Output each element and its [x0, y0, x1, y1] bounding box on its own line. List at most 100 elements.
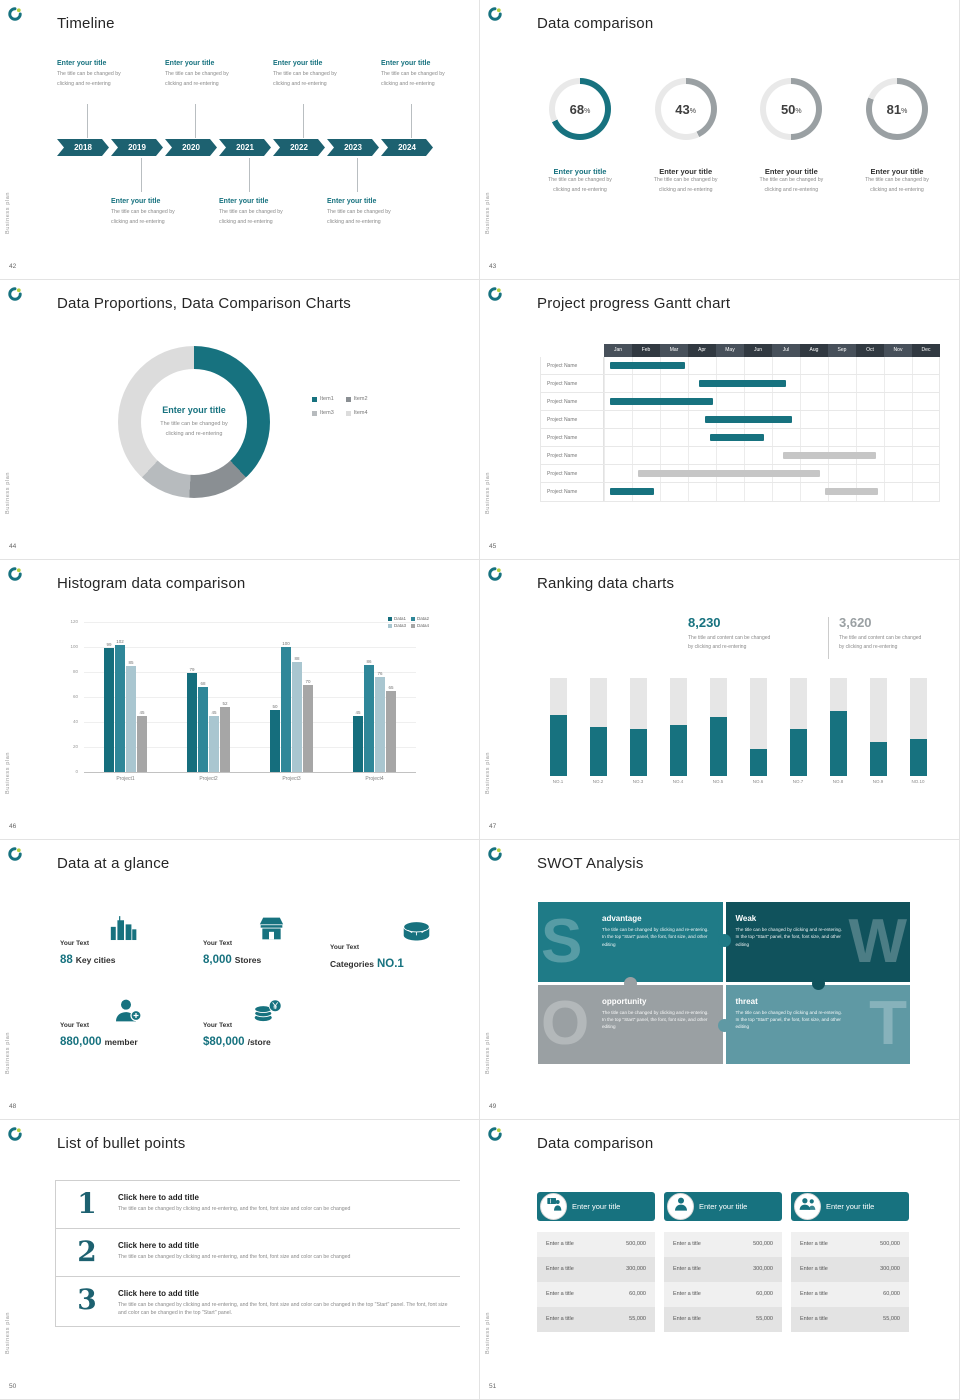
timeline-year-box: 2023: [327, 139, 379, 156]
swot-piece-weak[interactable]: W Weak The title can be changed by clickin…: [725, 902, 910, 982]
row-label[interactable]: Enter a title: [800, 1266, 828, 1272]
donut-title[interactable]: Enter your title: [553, 167, 607, 176]
donut-chart: 81%: [865, 78, 928, 140]
timeline-entry[interactable]: Enter your title The title can be changed…: [165, 60, 261, 90]
slide-44-proportions[interactable]: Business plan Data Proportions, Data Com…: [0, 280, 480, 560]
slide-43-data-comparison[interactable]: Business plan Data comparison 68% Enter y…: [480, 0, 960, 280]
slide-45-gantt[interactable]: Business plan Project progress Gantt cha…: [480, 280, 960, 560]
card-header[interactable]: Enter your title: [537, 1192, 655, 1221]
row-label[interactable]: Enter a title: [546, 1316, 574, 1322]
bullet-title[interactable]: Click here to add title: [118, 1193, 199, 1202]
stat-item[interactable]: Your Text $80,000/store: [203, 998, 338, 1060]
bar-value-label: 70: [305, 678, 311, 684]
timeline-entry[interactable]: Enter your title The title can be changed…: [57, 60, 153, 90]
bar-wrap: 50: [270, 704, 280, 772]
page-number: 50: [9, 1383, 17, 1390]
page-number: 51: [489, 1383, 497, 1390]
comparison-card[interactable]: Enter your title Enter a title 500,000 Ente…: [791, 1192, 909, 1332]
donut-item[interactable]: 81% Enter your title The title can be chan…: [849, 78, 945, 196]
row-label[interactable]: Enter a title: [546, 1291, 574, 1297]
row-label[interactable]: Enter a title: [546, 1266, 574, 1272]
slide-title: Timeline: [57, 15, 115, 32]
slide-title: Data comparison: [537, 1135, 654, 1152]
slide-47-ranking[interactable]: Business plan Ranking data charts 8,230 T…: [480, 560, 960, 840]
row-label[interactable]: Enter a title: [673, 1316, 701, 1322]
timeline-entry[interactable]: Enter your title The title can be changed…: [219, 198, 315, 228]
stat-value-row: Categories NO.1: [330, 954, 465, 972]
donut-item[interactable]: 43% Enter your title The title can be chan…: [638, 78, 734, 196]
row-label[interactable]: Enter a title: [673, 1241, 701, 1247]
bar: [270, 709, 280, 772]
bullet-item[interactable]: 3 Click here to add title The title can be…: [55, 1276, 460, 1328]
stat-item[interactable]: Your Text 880,000 member: [60, 998, 195, 1060]
slide-42-timeline[interactable]: Business plan Timeline 2018 2019 2020 2021 2…: [0, 0, 480, 280]
card-body: Enter a title 500,000 Enter a title 300,000…: [791, 1232, 909, 1332]
bar-value-label: 102: [116, 638, 124, 644]
timeline-entry[interactable]: Enter your title The title can be changed…: [111, 198, 207, 228]
bar-wrap: 65: [386, 685, 396, 772]
bar-wrap: 100: [281, 641, 291, 772]
stat-item[interactable]: Your Text 88 Key cities: [60, 916, 195, 978]
stat-label: Your Text: [203, 1022, 233, 1029]
page-number: 49: [489, 1103, 497, 1110]
row-label[interactable]: Enter a title: [800, 1316, 828, 1322]
bar-group: 79 68 45 52: [167, 622, 250, 772]
timeline-content: 2018 2019 2020 2021 2022 2023 2024 Enter your t…: [0, 0, 479, 279]
timeline-entry-text: The title can be changed by: [165, 71, 229, 77]
gantt-month: Apr: [688, 344, 716, 357]
donut-item[interactable]: 50% Enter your title The title can be chan…: [743, 78, 839, 196]
bar-track: [909, 678, 927, 776]
gantt-row: Project Name: [541, 483, 939, 501]
slide-50-bullets[interactable]: Business plan List of bullet points 1 Cli…: [0, 1120, 480, 1400]
timeline-connector: [249, 158, 250, 192]
pie-center[interactable]: Enter your title The title can be changed…: [141, 369, 247, 475]
timeline-entry[interactable]: Enter your title The title can be changed…: [327, 198, 423, 228]
donut-item[interactable]: 68% Enter your title The title can be chan…: [532, 78, 628, 196]
donut-title[interactable]: Enter your title: [870, 167, 924, 176]
row-value: 500,000: [753, 1241, 773, 1247]
stat-block[interactable]: 8,230 The title and content can be change…: [688, 615, 818, 661]
stat-block[interactable]: 3,620 The title and content can be change…: [839, 615, 959, 661]
timeline-entry-title: Enter your title: [219, 198, 269, 205]
gantt-row: Project Name: [541, 411, 939, 429]
stat-text: by clicking and re-entering: [688, 644, 747, 650]
stat-unit: Categories: [330, 959, 374, 969]
row-label[interactable]: Enter a title: [800, 1291, 828, 1297]
legend-swatch: [345, 396, 351, 402]
card-header[interactable]: Enter your title: [791, 1192, 909, 1221]
slide-46-histogram[interactable]: Business plan Histogram data comparison …: [0, 560, 480, 840]
stat-text: by clicking and re-entering: [839, 644, 898, 650]
timeline-year-box: 2021: [219, 139, 271, 156]
row-label[interactable]: Enter a title: [800, 1241, 828, 1247]
comparison-card[interactable]: Enter your title Enter a title 500,000 Ente…: [537, 1192, 655, 1332]
donut-text: The title can be changed by: [548, 177, 612, 183]
bar-wrap: 86: [364, 659, 374, 772]
donut-title[interactable]: Enter your title: [764, 167, 818, 176]
comparison-card[interactable]: Enter your title Enter a title 500,000 Ente…: [664, 1192, 782, 1332]
bullet-item[interactable]: 2 Click here to add title The title can be…: [55, 1228, 460, 1277]
row-label[interactable]: Enter a title: [546, 1241, 574, 1247]
bullet-item[interactable]: 1 Click here to add title The title can be…: [55, 1181, 460, 1229]
timeline-entry[interactable]: Enter your title The title can be changed…: [273, 60, 369, 90]
row-label[interactable]: Enter a title: [673, 1291, 701, 1297]
gantt-row-label: Project Name: [541, 357, 604, 374]
row-label[interactable]: Enter a title: [673, 1266, 701, 1272]
donut-title[interactable]: Enter your title: [659, 167, 713, 176]
bullet-title[interactable]: Click here to add title: [118, 1288, 199, 1298]
city-icon: [110, 916, 138, 942]
bar-wrap: 45: [353, 710, 363, 772]
slide-51-comparison-cards[interactable]: Business plan Data comparison Enter your…: [480, 1120, 960, 1400]
stat-item[interactable]: Your Text 8,000 Stores: [203, 916, 338, 978]
slide-48-glance[interactable]: Business plan Data at a glance Your Text…: [0, 840, 480, 1120]
card-header[interactable]: Enter your title: [664, 1192, 782, 1221]
stat-item[interactable]: Your Text Categories NO.1: [330, 920, 465, 982]
timeline-entry[interactable]: Enter your title The title can be changed…: [381, 60, 477, 90]
bar: [209, 715, 219, 772]
bullet-title[interactable]: Click here to add title: [118, 1240, 199, 1250]
legend-label: Data2: [417, 616, 430, 621]
timeline-year-box: 2020: [165, 139, 217, 156]
